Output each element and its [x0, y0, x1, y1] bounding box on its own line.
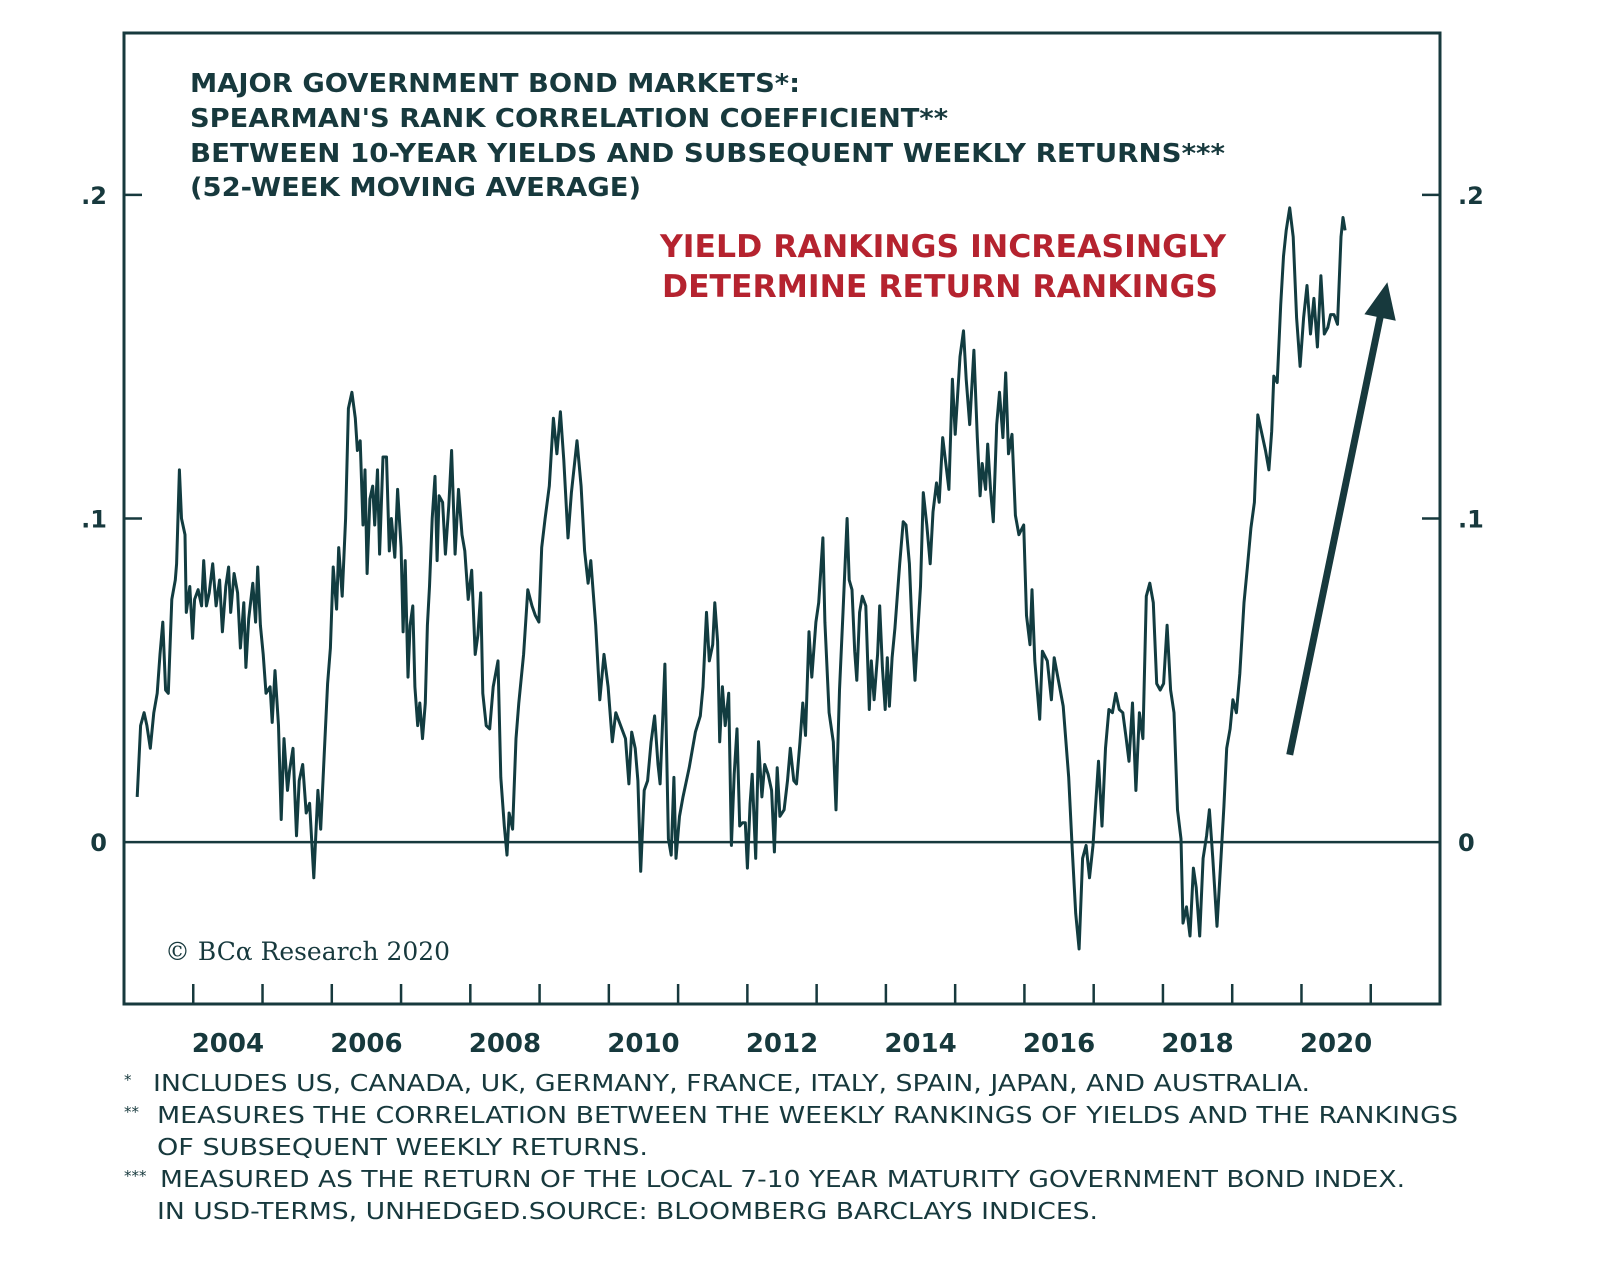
- title-line-4: (52-WEEK MOVING AVERAGE): [190, 173, 641, 203]
- y-tick-label-left: .2: [81, 182, 107, 210]
- footnote-1-line-1: INCLUDES US, CANADA, UK, GERMANY, FRANCE…: [153, 1071, 1310, 1097]
- x-tick-label: 2012: [746, 1029, 818, 1059]
- x-tick-label: 2008: [469, 1029, 541, 1059]
- footnote-3-line-1: MEASURED AS THE RETURN OF THE LOCAL 7-10…: [160, 1167, 1405, 1193]
- x-tick-label: 2016: [1023, 1029, 1095, 1059]
- x-tick-label: 2018: [1161, 1029, 1233, 1059]
- x-tick-label: 2006: [330, 1029, 402, 1059]
- arrow-annotation: [1286, 282, 1396, 756]
- copyright-logo: © BCα Research 2020: [165, 937, 450, 966]
- x-tick-label: 2004: [192, 1029, 264, 1059]
- footnote-marker-2: **: [124, 1103, 140, 1121]
- y-tick-label-left: .1: [81, 506, 107, 534]
- axis-ticks: [124, 193, 1440, 1004]
- footnote-marker-1: *: [124, 1071, 132, 1089]
- footnotes: * INCLUDES US, CANADA, UK, GERMANY, FRAN…: [124, 1071, 1458, 1225]
- y-tick-label-left: 0: [90, 829, 107, 857]
- annotation-line-2: DETERMINE RETURN RANKINGS: [662, 269, 1218, 305]
- title-line-1: MAJOR GOVERNMENT BOND MARKETS*:: [190, 69, 800, 99]
- x-axis-labels: 2004 2006 2008 2010 2012 2014 2016 2018 2020: [192, 1029, 1373, 1059]
- annotation-line-1: YIELD RANKINGS INCREASINGLY: [659, 229, 1227, 265]
- footnote-2-line-1: MEASURES THE CORRELATION BETWEEN THE WEE…: [157, 1103, 1458, 1129]
- y-tick-label-right: .2: [1458, 182, 1484, 210]
- x-tick-label: 2020: [1300, 1029, 1372, 1059]
- chart-title: MAJOR GOVERNMENT BOND MARKETS*: SPEARMAN…: [190, 69, 1225, 203]
- y-tick-label-right: .1: [1458, 506, 1484, 534]
- footnote-marker-3: ***: [124, 1167, 147, 1185]
- title-line-2: SPEARMAN'S RANK CORRELATION COEFFICIENT*…: [190, 104, 948, 134]
- arrow-shaft: [1286, 312, 1385, 756]
- arrow-head-icon: [1364, 282, 1396, 321]
- footnote-2-line-2: OF SUBSEQUENT WEEKLY RETURNS.: [157, 1135, 648, 1161]
- y-tick-label-right: 0: [1458, 829, 1475, 857]
- x-tick-label: 2014: [884, 1029, 956, 1059]
- x-tick-label: 2010: [607, 1029, 679, 1059]
- y-axis-labels: .2 .2 .1 .1 0 0: [81, 182, 1484, 857]
- title-line-3: BETWEEN 10-YEAR YIELDS AND SUBSEQUENT WE…: [190, 139, 1225, 169]
- footnote-3-line-2: IN USD-TERMS, UNHEDGED.SOURCE: BLOOMBERG…: [157, 1199, 1098, 1225]
- series-line: [135, 206, 1347, 951]
- annotation-text: YIELD RANKINGS INCREASINGLY DETERMINE RE…: [659, 229, 1227, 305]
